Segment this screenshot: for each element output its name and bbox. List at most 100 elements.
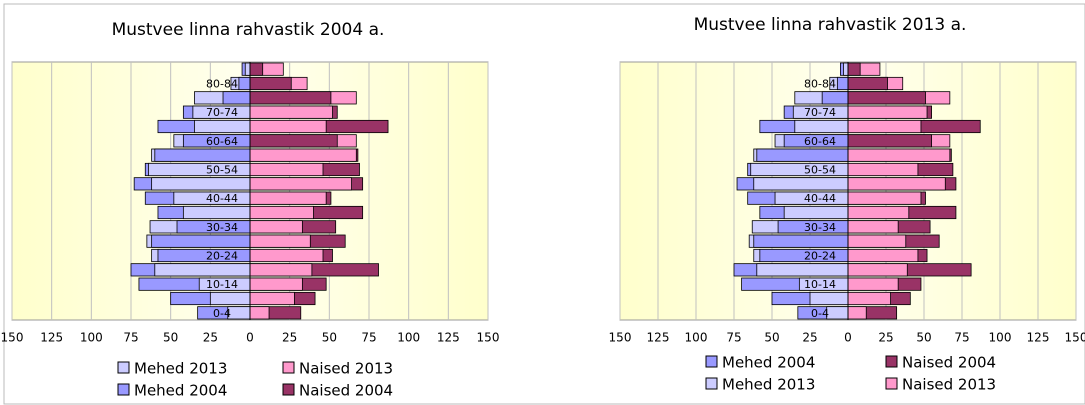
bar bbox=[847, 119, 922, 134]
bar bbox=[249, 220, 303, 234]
bar bbox=[244, 62, 251, 76]
bar bbox=[249, 306, 270, 320]
x-tick-label: 50 bbox=[322, 331, 337, 345]
legend-label: Naised 2004 bbox=[299, 382, 393, 400]
x-tick-label: 75 bbox=[726, 331, 741, 345]
y-tick-label: 50-54 bbox=[206, 164, 238, 177]
legend-label: Mehed 2013 bbox=[722, 376, 815, 394]
bar bbox=[753, 234, 849, 248]
bar bbox=[182, 205, 251, 220]
y-tick-label: 40-44 bbox=[206, 192, 238, 205]
x-tick-label: 125 bbox=[647, 331, 670, 345]
legend-swatch bbox=[282, 383, 295, 396]
legend-label: Naised 2004 bbox=[902, 354, 996, 372]
bar bbox=[151, 177, 251, 191]
bar bbox=[249, 119, 327, 134]
bar bbox=[238, 76, 251, 91]
bar bbox=[249, 263, 313, 277]
bar bbox=[209, 291, 251, 306]
x-tick-label: 100 bbox=[685, 331, 708, 345]
bar bbox=[222, 91, 251, 105]
bar bbox=[756, 148, 849, 162]
bar bbox=[794, 119, 849, 134]
legend-swatch bbox=[885, 377, 898, 390]
y-tick-label: 20-24 bbox=[804, 250, 836, 263]
bar bbox=[249, 234, 311, 248]
bar bbox=[847, 134, 932, 148]
y-tick-label: 80-84 bbox=[206, 78, 238, 91]
y-tick-label: 0-4 bbox=[811, 307, 829, 320]
bar bbox=[809, 291, 849, 306]
bar bbox=[847, 105, 928, 119]
y-tick-label: 80-84 bbox=[804, 78, 836, 91]
y-tick-label: 40-44 bbox=[804, 192, 836, 205]
bar bbox=[847, 263, 908, 277]
bar bbox=[836, 76, 849, 91]
legend-label: Naised 2013 bbox=[902, 376, 996, 394]
bar bbox=[847, 62, 861, 76]
y-tick-label: 30-34 bbox=[804, 221, 836, 234]
y-tick-label: 60-64 bbox=[804, 135, 836, 148]
y-tick-label: 20-24 bbox=[206, 250, 238, 263]
bar bbox=[847, 291, 891, 306]
bar bbox=[227, 306, 251, 320]
bar bbox=[249, 62, 264, 76]
bar bbox=[843, 62, 849, 76]
bar bbox=[194, 119, 251, 134]
bar bbox=[847, 91, 926, 105]
x-tick-label: 75 bbox=[954, 331, 969, 345]
bar bbox=[249, 291, 295, 306]
legend-swatch bbox=[885, 355, 898, 368]
bar bbox=[249, 91, 332, 105]
chart-title: Mustvee linna rahvastik 2013 a. bbox=[694, 15, 967, 35]
y-tick-label: 10-14 bbox=[206, 278, 238, 291]
y-tick-label: 70-74 bbox=[804, 106, 836, 119]
frame bbox=[3, 3, 1085, 405]
bar bbox=[154, 148, 251, 162]
x-tick-label: 150 bbox=[1, 331, 24, 345]
bar bbox=[753, 177, 849, 191]
bar bbox=[756, 263, 849, 277]
x-tick-label: 0 bbox=[844, 331, 852, 345]
x-tick-label: 100 bbox=[80, 331, 103, 345]
bar bbox=[847, 191, 922, 205]
bar bbox=[154, 263, 251, 277]
x-tick-label: 125 bbox=[1027, 331, 1050, 345]
x-tick-label: 150 bbox=[477, 331, 500, 345]
x-tick-label: 0 bbox=[246, 331, 254, 345]
legend-label: Mehed 2013 bbox=[134, 360, 227, 378]
bar bbox=[847, 306, 867, 320]
y-tick-label: 60-64 bbox=[206, 135, 238, 148]
x-tick-label: 125 bbox=[437, 331, 460, 345]
legend-swatch bbox=[705, 355, 718, 368]
x-tick-label: 150 bbox=[1065, 331, 1085, 345]
legend-label: Mehed 2004 bbox=[134, 382, 227, 400]
bar bbox=[847, 234, 907, 248]
bar bbox=[249, 277, 303, 291]
bar bbox=[151, 234, 251, 248]
bar bbox=[249, 177, 352, 191]
bar bbox=[249, 105, 333, 119]
bar bbox=[249, 191, 327, 205]
bar bbox=[847, 248, 919, 263]
y-tick-label: 10-14 bbox=[804, 278, 836, 291]
bar bbox=[847, 76, 888, 91]
bar bbox=[847, 148, 951, 162]
y-tick-label: 50-54 bbox=[804, 164, 836, 177]
x-tick-label: 125 bbox=[40, 331, 63, 345]
legend-label: Naised 2013 bbox=[299, 360, 393, 378]
x-tick-label: 100 bbox=[397, 331, 420, 345]
x-tick-label: 50 bbox=[764, 331, 779, 345]
bar bbox=[847, 277, 899, 291]
y-tick-label: 0-4 bbox=[213, 307, 231, 320]
bar bbox=[847, 177, 946, 191]
legend-swatch bbox=[117, 361, 130, 374]
x-tick-label: 25 bbox=[802, 331, 817, 345]
bar bbox=[249, 162, 324, 177]
x-tick-label: 25 bbox=[203, 331, 218, 345]
bar bbox=[249, 248, 324, 263]
x-tick-label: 150 bbox=[609, 331, 632, 345]
x-tick-label: 50 bbox=[916, 331, 931, 345]
x-tick-label: 100 bbox=[989, 331, 1012, 345]
